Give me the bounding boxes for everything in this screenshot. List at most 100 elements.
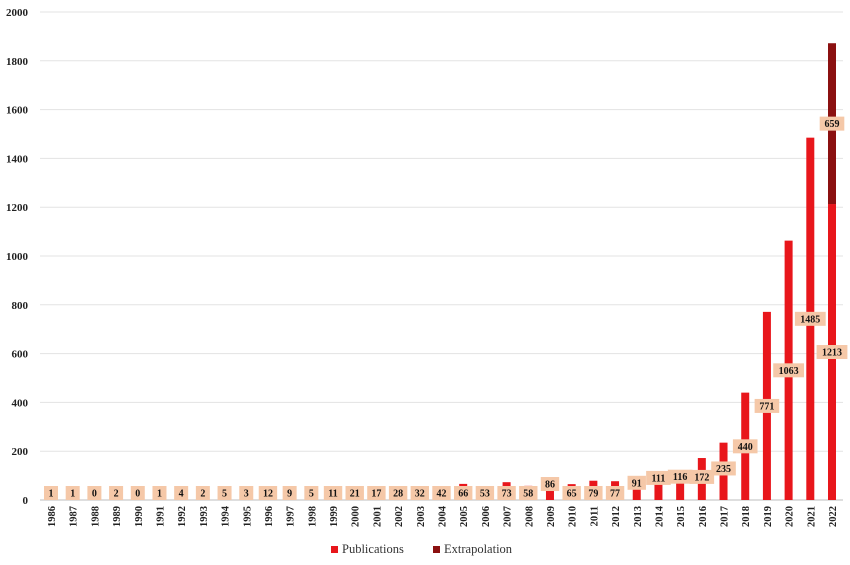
data-label: 1	[70, 489, 75, 500]
x-tick-label: 1993	[199, 506, 210, 527]
data-label-box	[475, 486, 495, 500]
data-label-box	[773, 363, 805, 378]
bar-publications	[676, 471, 685, 500]
x-tick-label: 1998	[307, 506, 318, 527]
x-tick-label: 1991	[155, 506, 166, 527]
data-label-box	[816, 345, 848, 360]
gridlines	[40, 11, 843, 501]
data-label-box	[432, 486, 451, 500]
x-tick-label: 2011	[589, 506, 600, 526]
data-label: 0	[92, 489, 97, 500]
x-tick-label: 2004	[438, 505, 449, 527]
y-tick-label: 400	[12, 397, 29, 409]
data-label-box	[646, 470, 671, 485]
x-tick-label: 2007	[503, 506, 514, 527]
data-label-box	[87, 486, 102, 500]
x-tick-label: 2002	[394, 506, 405, 527]
y-tick-label: 200	[12, 446, 29, 458]
data-label: 5	[309, 489, 314, 500]
x-tick-label: 2005	[459, 506, 470, 527]
data-label-box	[388, 486, 408, 500]
data-label-box	[497, 486, 516, 500]
data-label-box	[304, 486, 319, 500]
y-tick-label: 2000	[6, 7, 29, 19]
data-label-box	[605, 486, 625, 500]
data-label: 1	[49, 489, 54, 500]
data-label: 53	[480, 489, 490, 500]
x-tick-label: 2015	[676, 506, 687, 527]
x-tick-label: 2020	[785, 506, 796, 527]
y-tick-label: 1000	[6, 251, 29, 263]
x-tick-label: 2008	[524, 506, 535, 527]
data-label: 77	[610, 489, 620, 500]
data-label: 12	[263, 489, 273, 500]
data-label-box	[130, 486, 145, 500]
y-tick-label: 1800	[6, 56, 29, 68]
x-tick-label: 2003	[416, 506, 427, 527]
data-label-box	[584, 486, 603, 500]
data-label: 86	[545, 480, 555, 491]
data-label: 440	[738, 442, 753, 453]
data-label-box	[217, 486, 232, 500]
x-tick-label: 2014	[654, 505, 665, 527]
x-tick-label: 1986	[47, 506, 58, 527]
x-tick-label: 1989	[112, 506, 123, 527]
data-label: 771	[759, 401, 774, 412]
data-label: 17	[371, 489, 381, 500]
x-tick-label: 1995	[242, 506, 253, 527]
x-tick-label: 2006	[481, 506, 492, 527]
data-label: 1485	[800, 314, 820, 325]
data-label-box	[689, 469, 715, 484]
bars	[47, 43, 836, 501]
data-label: 2	[200, 489, 205, 500]
x-tick-label: 2012	[611, 506, 622, 527]
legend-swatch	[433, 546, 440, 553]
data-label-box	[239, 486, 254, 500]
data-label: 9	[287, 489, 292, 500]
data-label-box	[667, 469, 693, 484]
y-tick-label: 1200	[6, 202, 29, 214]
x-tick-label: 2001	[372, 506, 383, 527]
data-label: 28	[393, 489, 403, 500]
y-tick-label: 0	[23, 495, 29, 507]
bar-publications	[654, 472, 663, 500]
x-tick-label: 2000	[351, 506, 362, 527]
data-label: 235	[716, 464, 731, 475]
data-label-box	[65, 486, 80, 500]
data-label: 659	[825, 119, 840, 130]
x-tick-label: 2016	[698, 506, 709, 527]
x-tick-label: 2021	[806, 506, 817, 527]
data-label-box	[453, 486, 473, 500]
y-tick-label: 1400	[6, 153, 29, 165]
x-tick-label: 1988	[90, 506, 101, 527]
data-label-box	[794, 311, 826, 326]
y-axis: 0 200 400 600 800 1000 1200 1400 1600 1800 2000	[6, 7, 29, 507]
x-axis: 1986 1987 1988 1989 1990 1991 1992 1993 1994 1995…	[47, 505, 839, 527]
x-tick-label: 2022	[828, 506, 839, 527]
data-label: 1063	[779, 366, 799, 377]
x-tick-label: 1994	[221, 505, 232, 527]
data-label: 66	[458, 489, 468, 500]
data-label-box	[410, 486, 430, 500]
y-tick-label: 1600	[6, 105, 29, 117]
data-label-box	[44, 486, 58, 500]
x-tick-label: 1996	[264, 506, 275, 527]
data-label: 5	[222, 489, 227, 500]
data-label-box	[258, 486, 278, 500]
data-label-box	[711, 461, 736, 476]
x-tick-label: 2017	[720, 506, 731, 527]
data-label: 1213	[822, 348, 842, 359]
legend: Publications Extrapolation	[331, 542, 513, 556]
data-label-box	[367, 486, 386, 500]
data-label-box	[345, 486, 364, 500]
data-label-box	[562, 486, 581, 500]
data-label: 91	[632, 478, 642, 489]
legend-label: Extrapolation	[444, 542, 513, 556]
data-label: 21	[350, 489, 360, 500]
x-tick-label: 1997	[286, 506, 297, 527]
data-label-box	[109, 486, 124, 500]
data-label-box	[732, 439, 758, 454]
data-label: 2	[114, 489, 119, 500]
